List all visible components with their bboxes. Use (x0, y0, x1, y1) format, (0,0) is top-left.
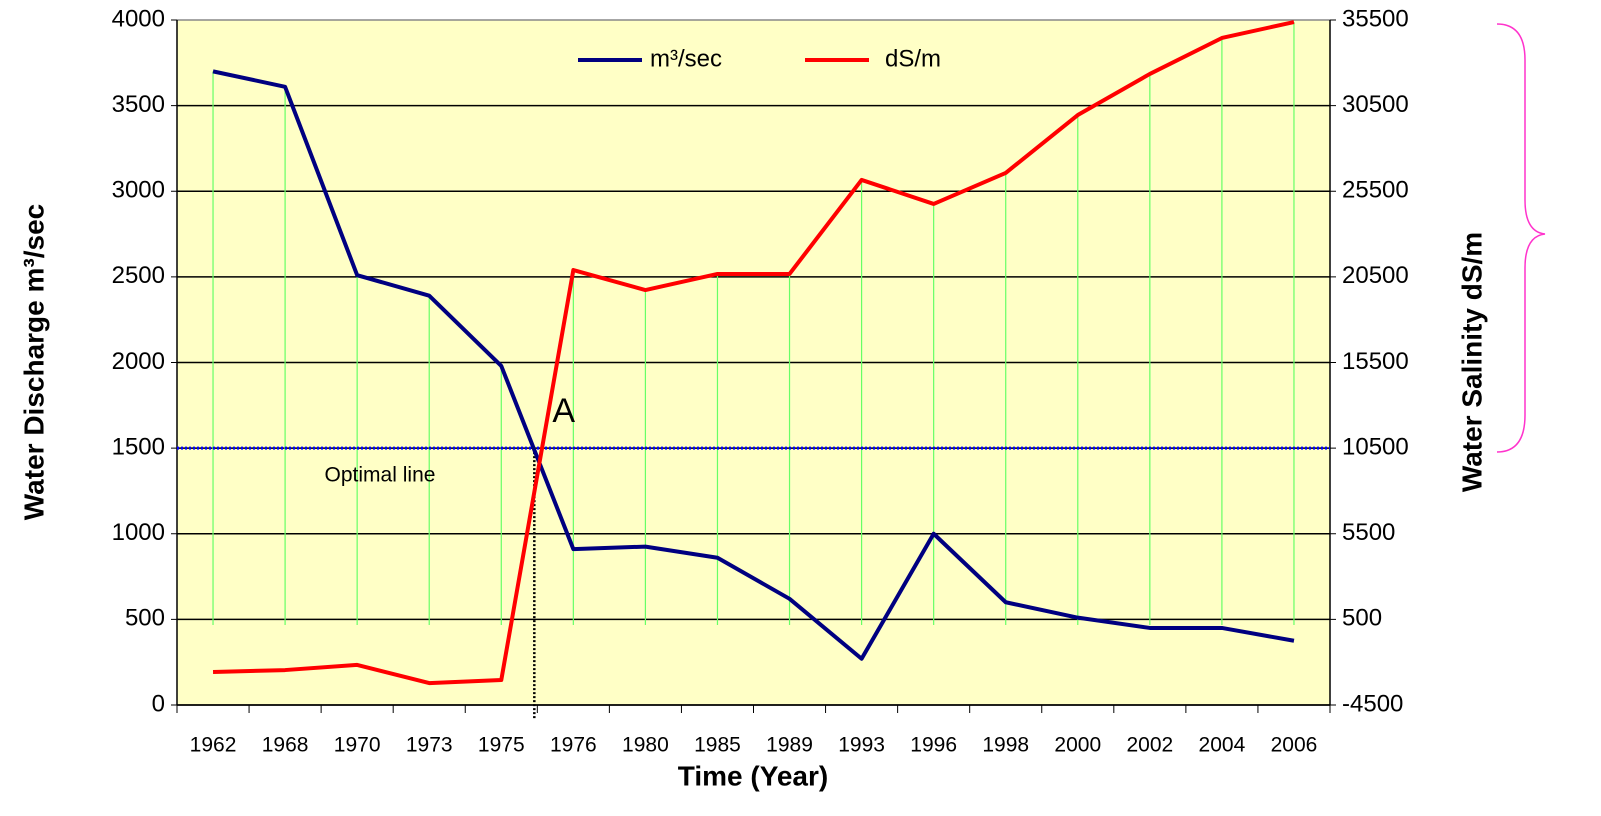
x-tick-label: 2000 (1054, 734, 1101, 757)
y2-tick-label: 15500 (1342, 348, 1409, 375)
y-tick-label: 1000 (112, 519, 165, 546)
legend-label: dS/m (885, 45, 941, 72)
y2-tick-label: -4500 (1342, 690, 1403, 717)
x-axis-title: Time (Year) (678, 760, 828, 791)
y-tick-label: 3000 (112, 177, 165, 204)
y2-tick-label: 500 (1342, 605, 1382, 632)
x-tick-label: 1996 (910, 734, 957, 757)
y-tick-label: 1500 (112, 433, 165, 460)
y-tick-label: 2000 (112, 348, 165, 375)
x-tick-label: 1998 (982, 734, 1029, 757)
legend-label: m³/sec (650, 45, 722, 72)
y2-tick-label: 35500 (1342, 5, 1409, 32)
x-tick-label: 1993 (838, 734, 885, 757)
y-tick-label: 500 (125, 605, 165, 632)
y-tick-label: 2500 (112, 262, 165, 289)
x-tick-label: 2004 (1199, 734, 1246, 757)
y2-tick-label: 25500 (1342, 177, 1409, 204)
x-tick-label: 1976 (550, 734, 597, 757)
x-tick-label: 2006 (1271, 734, 1318, 757)
x-tick-label: 1968 (262, 734, 309, 757)
x-tick-label: 1962 (190, 734, 237, 757)
y-tick-label: 4000 (112, 5, 165, 32)
x-tick-label: 1980 (622, 734, 669, 757)
x-tick-label: 1989 (766, 734, 813, 757)
y2-axis-title: Water Salinity dS/m (1456, 232, 1487, 492)
y-tick-label: 0 (152, 690, 165, 717)
y-axis-title: Water Discharge m³/sec (18, 204, 49, 520)
y2-tick-label: 10500 (1342, 433, 1409, 460)
point-label: A (552, 392, 575, 430)
x-tick-label: 2002 (1126, 734, 1173, 757)
y-tick-label: 3500 (112, 91, 165, 118)
brace (1496, 23, 1546, 453)
x-tick-label: 1985 (694, 734, 741, 757)
y2-tick-label: 20500 (1342, 262, 1409, 289)
y2-tick-label: 5500 (1342, 519, 1395, 546)
series-line (212, 69, 1295, 661)
optimal-line-label: Optimal line (325, 464, 436, 487)
y2-tick-label: 30500 (1342, 91, 1409, 118)
x-tick-label: 1973 (406, 734, 453, 757)
series-line (212, 20, 1295, 686)
x-tick-label: 1975 (478, 734, 525, 757)
x-tick-label: 1970 (334, 734, 381, 757)
